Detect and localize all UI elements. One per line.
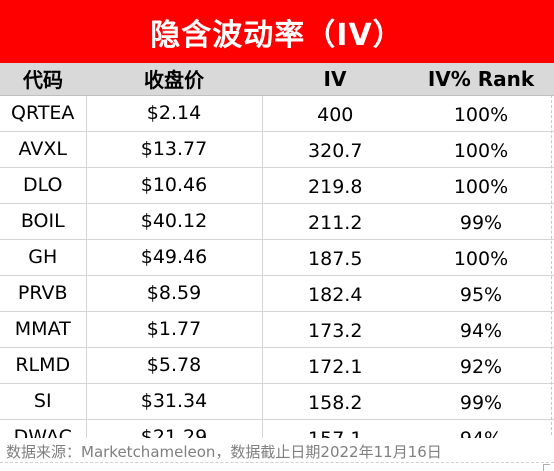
cell-rank[interactable]: 100% <box>408 167 554 204</box>
column-gutter-line <box>551 95 554 435</box>
cell-iv[interactable]: 400 <box>262 95 408 132</box>
table-row: AVXL $13.77 320.7 100% <box>0 131 554 168</box>
title-bar: 隐含波动率（IV） <box>0 0 554 63</box>
table-row: PRVB $8.59 182.4 95% <box>0 275 554 312</box>
cell-rank[interactable]: 100% <box>408 239 554 276</box>
cell-code[interactable]: SI <box>0 383 87 420</box>
cell-rank[interactable]: 100% <box>408 95 554 132</box>
table-row: MMAT $1.77 173.2 94% <box>0 311 554 348</box>
cell-code[interactable]: BOIL <box>0 203 87 240</box>
table-row: GH $49.46 187.5 100% <box>0 239 554 276</box>
cell-rank[interactable]: 99% <box>408 203 554 240</box>
cell-code[interactable]: GH <box>0 239 87 276</box>
cell-price[interactable]: $2.14 <box>86 95 263 132</box>
cell-price[interactable]: $10.46 <box>86 167 263 204</box>
cell-iv[interactable]: 158.2 <box>262 383 408 420</box>
footer: 数据来源：Marketchameleon，数据截止日期2022年11月16日 <box>0 438 554 471</box>
header-iv[interactable]: IV <box>262 63 408 96</box>
cell-iv[interactable]: 320.7 <box>262 131 408 168</box>
cell-price[interactable]: $5.78 <box>86 347 263 384</box>
cell-code[interactable]: RLMD <box>0 347 87 384</box>
iv-table: 代码 收盘价 IV IV% Rank QRTEA $2.14 400 100% … <box>0 63 554 456</box>
cell-rank[interactable]: 99% <box>408 383 554 420</box>
cell-code[interactable]: AVXL <box>0 131 87 168</box>
cell-code[interactable]: QRTEA <box>0 95 87 132</box>
cell-price[interactable]: $49.46 <box>86 239 263 276</box>
cell-iv[interactable]: 172.1 <box>262 347 408 384</box>
cell-iv[interactable]: 173.2 <box>262 311 408 348</box>
table-row: DLO $10.46 219.8 100% <box>0 167 554 204</box>
header-code[interactable]: 代码 <box>0 63 86 96</box>
cell-price[interactable]: $13.77 <box>86 131 263 168</box>
cell-rank[interactable]: 95% <box>408 275 554 312</box>
cell-price[interactable]: $1.77 <box>86 311 263 348</box>
cell-rank[interactable]: 100% <box>408 131 554 168</box>
cell-price[interactable]: $31.34 <box>86 383 263 420</box>
cell-corner-marker <box>543 464 550 471</box>
cell-code[interactable]: PRVB <box>0 275 87 312</box>
cell-rank[interactable]: 94% <box>408 311 554 348</box>
table-row: RLMD $5.78 172.1 92% <box>0 347 554 384</box>
cell-iv[interactable]: 187.5 <box>262 239 408 276</box>
source-note[interactable]: 数据来源：Marketchameleon，数据截止日期2022年11月16日 <box>6 443 442 461</box>
table-header-row: 代码 收盘价 IV IV% Rank <box>0 63 554 96</box>
table-row: SI $31.34 158.2 99% <box>0 383 554 420</box>
grid-line <box>0 462 554 463</box>
page-title: 隐含波动率（IV） <box>150 17 404 53</box>
cell-iv[interactable]: 182.4 <box>262 275 408 312</box>
header-rank[interactable]: IV% Rank <box>408 63 554 96</box>
cell-price[interactable]: $40.12 <box>86 203 263 240</box>
header-price[interactable]: 收盘价 <box>86 63 262 96</box>
table-row: BOIL $40.12 211.2 99% <box>0 203 554 240</box>
cell-code[interactable]: MMAT <box>0 311 87 348</box>
cell-price[interactable]: $8.59 <box>86 275 263 312</box>
table-row: QRTEA $2.14 400 100% <box>0 95 554 132</box>
cell-code[interactable]: DLO <box>0 167 87 204</box>
cell-rank[interactable]: 92% <box>408 347 554 384</box>
cell-iv[interactable]: 211.2 <box>262 203 408 240</box>
cell-iv[interactable]: 219.8 <box>262 167 408 204</box>
